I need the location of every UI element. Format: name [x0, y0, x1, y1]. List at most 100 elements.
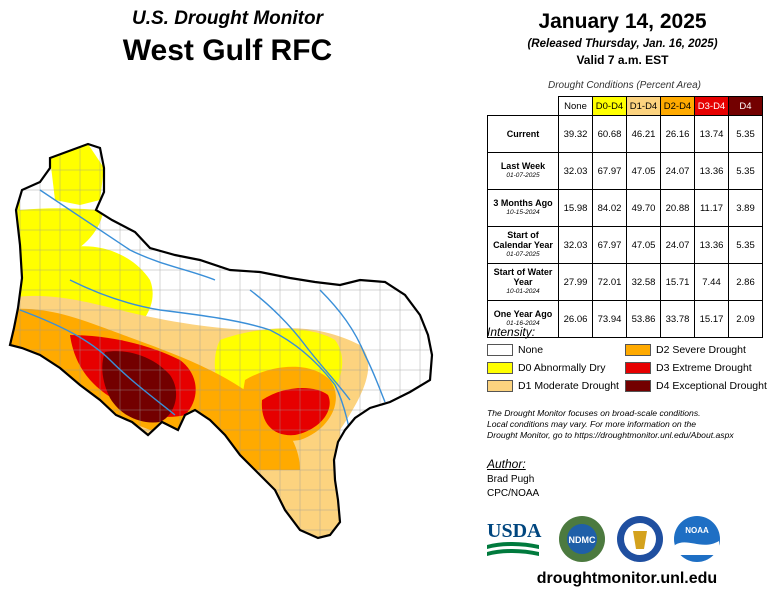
row-label-text: Current	[506, 129, 540, 139]
legend-item-d1: D1 Moderate Drought	[487, 380, 619, 392]
table-cell: 27.99	[558, 263, 593, 301]
legend-label: D4 Exceptional Drought	[656, 380, 767, 392]
partner-logos: USDA NDMC NOAA	[487, 516, 720, 562]
table-cell: 49.70	[626, 189, 661, 227]
row-date: 01-07-2025	[506, 251, 540, 258]
table-cell: 5.35	[728, 152, 763, 190]
row-date: 01-07-2025	[506, 172, 540, 179]
table-cell: 15.98	[558, 189, 593, 227]
noaa-logo: NOAA	[674, 516, 720, 562]
table-row: Start of Water Year 10-01-2024 27.99 72.0…	[487, 263, 763, 301]
legend-swatch-none	[487, 344, 513, 356]
table-row: Last Week 01-07-2025 32.03 67.97 47.05 24…	[487, 152, 763, 190]
table-cell: 47.05	[626, 152, 661, 190]
legend-label: D0 Abnormally Dry	[518, 362, 606, 374]
table-cell: 32.03	[558, 152, 593, 190]
row-label-text: 3 Months Ago	[493, 198, 553, 208]
table-row: One Year Ago 01-16-2024 26.06 73.94 53.86…	[487, 300, 763, 338]
note-line: The Drought Monitor focuses on broad-sca…	[487, 408, 701, 418]
table-cell: 72.01	[592, 263, 627, 301]
table-cell: 2.86	[728, 263, 763, 301]
legend-swatch-d4	[625, 380, 651, 392]
river-colorado	[69, 279, 356, 461]
ndmc-logo: NDMC	[559, 516, 605, 562]
legend-swatch-d3	[625, 362, 651, 374]
table-cell: 15.17	[694, 300, 729, 338]
table-cell: 3.89	[728, 189, 763, 227]
table-cell: 60.68	[592, 115, 627, 153]
table-cell: 13.36	[694, 152, 729, 190]
table-cell: 5.35	[728, 226, 763, 264]
legend-swatch-d2	[625, 344, 651, 356]
table-cell: 5.35	[728, 115, 763, 153]
row-label: Current	[487, 115, 559, 153]
table-cell: 24.07	[660, 152, 695, 190]
legend-item-d0: D0 Abnormally Dry	[487, 362, 606, 374]
legend-item-d2: D2 Severe Drought	[625, 344, 746, 356]
region-outline	[8, 142, 434, 540]
valid-time: Valid 7 a.m. EST	[576, 53, 669, 67]
legend-label: D1 Moderate Drought	[518, 380, 619, 392]
table-cell: 15.71	[660, 263, 695, 301]
map-date: January 14, 2025	[538, 10, 707, 33]
table-cell: 2.09	[728, 300, 763, 338]
river-red	[39, 189, 216, 281]
disclaimer-note: The Drought Monitor focuses on broad-sca…	[487, 408, 767, 441]
row-label: 3 Months Ago 10-15-2024	[487, 189, 559, 227]
row-label-text: Last Week	[500, 161, 546, 171]
legend-label: D2 Severe Drought	[656, 344, 746, 356]
table-cell: 47.05	[626, 226, 661, 264]
author-heading: Author:	[487, 457, 526, 471]
table-cell: 11.17	[694, 189, 729, 227]
row-label-text: Start of Water Year	[493, 267, 553, 287]
note-line: Local conditions may vary. For more info…	[487, 419, 697, 429]
drought-table: None D0-D4 D1-D4 D2-D4 D3-D4 D4 Current …	[487, 96, 763, 338]
river-rio-grande	[19, 309, 176, 416]
table-row: Start of Calendar Year 01-07-2025 32.03 6…	[487, 226, 763, 264]
table-cell: 26.06	[558, 300, 593, 338]
table-cell: 46.21	[626, 115, 661, 153]
row-label: Start of Calendar Year 01-07-2025	[487, 226, 559, 264]
author-org: CPC/NOAA	[487, 488, 540, 499]
table-cell: 33.78	[660, 300, 695, 338]
release-date: (Released Thursday, Jan. 16, 2025)	[527, 38, 718, 50]
svg-text:NOAA: NOAA	[685, 526, 709, 535]
table-cell: 26.16	[660, 115, 695, 153]
table-row: 3 Months Ago 10-15-2024 15.98 84.02 49.70…	[487, 189, 763, 227]
table-cell: 32.03	[558, 226, 593, 264]
table-cell: 13.36	[694, 226, 729, 264]
legend-swatch-d1	[487, 380, 513, 392]
row-date: 01-16-2024	[506, 320, 540, 327]
row-label: Last Week 01-07-2025	[487, 152, 559, 190]
col-header-d3-d4: D3-D4	[694, 96, 729, 116]
table-cell: 13.74	[694, 115, 729, 153]
table-cell: 67.97	[592, 152, 627, 190]
drought-map	[8, 142, 434, 540]
row-label-text: Start of Calendar Year	[493, 230, 553, 250]
doc-seal-logo	[617, 516, 663, 562]
table-header-row: None D0-D4 D1-D4 D2-D4 D3-D4 D4	[487, 96, 763, 116]
website-link[interactable]: droughtmonitor.unl.edu	[536, 570, 718, 587]
river-brazos	[249, 289, 351, 401]
note-line: Drought Monitor, go to https://droughtmo…	[487, 430, 734, 440]
row-label: One Year Ago 01-16-2024	[487, 300, 559, 338]
river-trinity	[319, 289, 386, 403]
usda-logo: USDA	[487, 520, 542, 556]
table-cell: 24.07	[660, 226, 695, 264]
table-cell: 73.94	[592, 300, 627, 338]
table-row: Current 39.32 60.68 46.21 26.16 13.74 5.…	[487, 115, 763, 153]
row-label: Start of Water Year 10-01-2024	[487, 263, 559, 301]
row-date: 10-15-2024	[506, 209, 540, 216]
row-date: 10-01-2024	[506, 288, 540, 295]
col-header-d0-d4: D0-D4	[592, 96, 627, 116]
legend-item-d3: D3 Extreme Drought	[625, 362, 752, 374]
table-cell: 20.88	[660, 189, 695, 227]
col-header-none: None	[558, 96, 593, 116]
col-header-d1-d4: D1-D4	[626, 96, 661, 116]
legend-swatch-d0	[487, 362, 513, 374]
legend-item-none: None	[487, 344, 543, 356]
legend-title: Intensity:	[487, 325, 536, 339]
drought-areas	[10, 144, 432, 538]
table-caption: Drought Conditions (Percent Area)	[547, 80, 702, 91]
table-cell: 39.32	[558, 115, 593, 153]
